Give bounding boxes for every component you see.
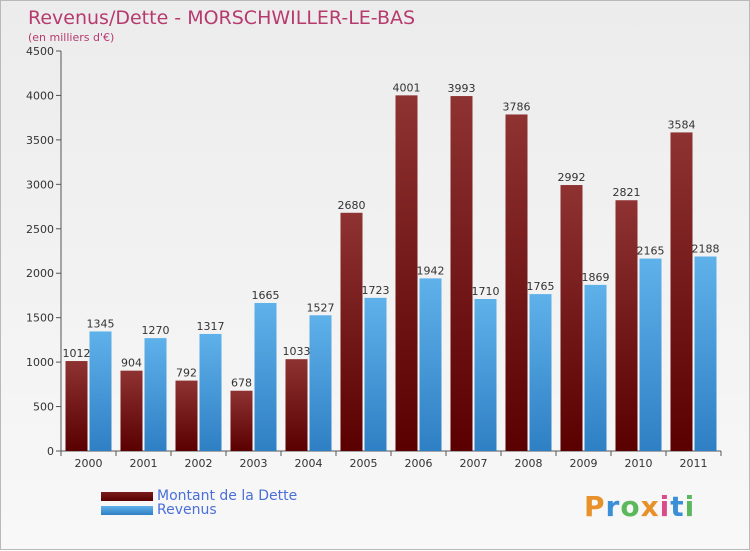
bar-debt xyxy=(340,212,363,451)
data-label-debt: 792 xyxy=(176,367,197,380)
bar-revenue xyxy=(144,338,167,451)
x-tick-label: 2006 xyxy=(405,457,433,470)
x-tick-label: 2008 xyxy=(515,457,543,470)
y-tick-label: 3000 xyxy=(26,178,54,191)
chart-subtitle: (en milliers d'€) xyxy=(28,31,115,44)
logo-letter: i xyxy=(659,490,671,523)
bar-debt xyxy=(285,359,308,451)
x-tick-label: 2009 xyxy=(570,457,598,470)
x-tick-label: 2005 xyxy=(350,457,378,470)
bar-debt xyxy=(65,361,88,451)
data-label-debt: 3584 xyxy=(668,118,696,131)
logo-letter: r xyxy=(605,490,621,523)
bar-debt xyxy=(120,370,143,451)
bar-revenue xyxy=(419,278,442,451)
bar-debt xyxy=(615,200,638,451)
x-tick-label: 2004 xyxy=(295,457,323,470)
data-label-debt: 904 xyxy=(121,357,142,370)
bar-revenue xyxy=(254,303,277,451)
logo-letter: o xyxy=(620,490,641,523)
y-tick-label: 4500 xyxy=(26,45,54,58)
data-label-revenue: 1723 xyxy=(362,284,390,297)
bar-debt xyxy=(505,114,528,451)
data-label-debt: 4001 xyxy=(393,81,421,94)
y-tick-label: 500 xyxy=(33,401,54,414)
x-tick-label: 2007 xyxy=(460,457,488,470)
bar-revenue xyxy=(364,297,387,451)
y-tick-label: 0 xyxy=(47,445,54,458)
proxiti-logo: Proxiti xyxy=(584,490,695,523)
y-tick-label: 2000 xyxy=(26,267,54,280)
data-label-revenue: 1665 xyxy=(252,289,280,302)
bar-revenue xyxy=(529,294,552,451)
data-label-revenue: 2165 xyxy=(637,245,665,258)
bar-revenue xyxy=(584,284,607,451)
data-label-revenue: 1317 xyxy=(197,320,225,333)
data-label-revenue: 1710 xyxy=(472,285,500,298)
bar-revenue xyxy=(694,256,717,451)
logo-letter: P xyxy=(584,490,606,523)
data-label-debt: 3993 xyxy=(448,82,476,95)
bar-debt xyxy=(670,132,693,451)
data-label-debt: 2821 xyxy=(613,186,641,199)
logo-letter: x xyxy=(640,490,660,523)
data-label-revenue: 1765 xyxy=(527,280,555,293)
legend-item-debt: Montant de la Dette xyxy=(101,488,297,504)
legend-label-debt: Montant de la Dette xyxy=(157,488,298,504)
data-label-revenue: 2188 xyxy=(692,243,720,256)
bar-debt xyxy=(560,185,583,452)
data-label-revenue: 1942 xyxy=(417,264,445,277)
data-label-revenue: 1527 xyxy=(307,301,335,314)
data-label-revenue: 1345 xyxy=(87,317,115,330)
data-label-debt: 3786 xyxy=(503,100,531,113)
data-label-debt: 1033 xyxy=(283,345,311,358)
bar-revenue xyxy=(199,333,222,451)
legend-swatch-revenue xyxy=(101,505,153,515)
legend-item-revenue: Revenus xyxy=(101,502,217,518)
bar-debt xyxy=(450,96,473,452)
data-label-revenue: 1270 xyxy=(142,324,170,337)
chart-title: Revenus/Dette - MORSCHWILLER-LE-BAS xyxy=(28,7,416,29)
y-tick-label: 1000 xyxy=(26,356,54,369)
bar-debt xyxy=(175,380,198,451)
y-tick-label: 1500 xyxy=(26,312,54,325)
y-tick-label: 2500 xyxy=(26,223,54,236)
data-label-debt: 2992 xyxy=(558,171,586,184)
data-label-revenue: 1869 xyxy=(582,271,610,284)
x-tick-label: 2003 xyxy=(240,457,268,470)
bar-debt xyxy=(395,95,418,451)
y-tick-label: 4000 xyxy=(26,89,54,102)
x-tick-label: 2011 xyxy=(680,457,708,470)
x-tick-label: 2010 xyxy=(625,457,653,470)
bar-revenue xyxy=(309,315,332,451)
bar-revenue xyxy=(89,331,112,451)
x-tick-label: 2002 xyxy=(185,457,213,470)
legend-swatch-debt xyxy=(101,491,153,501)
x-tick-label: 2001 xyxy=(130,457,158,470)
x-tick-label: 2000 xyxy=(75,457,103,470)
bar-revenue xyxy=(474,299,497,451)
y-tick-label: 3500 xyxy=(26,134,54,147)
data-label-debt: 678 xyxy=(231,377,252,390)
bar-debt xyxy=(230,390,253,451)
legend-label-revenue: Revenus xyxy=(157,502,217,518)
data-label-debt: 2680 xyxy=(338,199,366,212)
logo-letter: t xyxy=(670,490,685,523)
bar-revenue xyxy=(639,258,662,451)
logo-letter: i xyxy=(684,490,696,523)
data-label-debt: 1012 xyxy=(63,347,91,360)
